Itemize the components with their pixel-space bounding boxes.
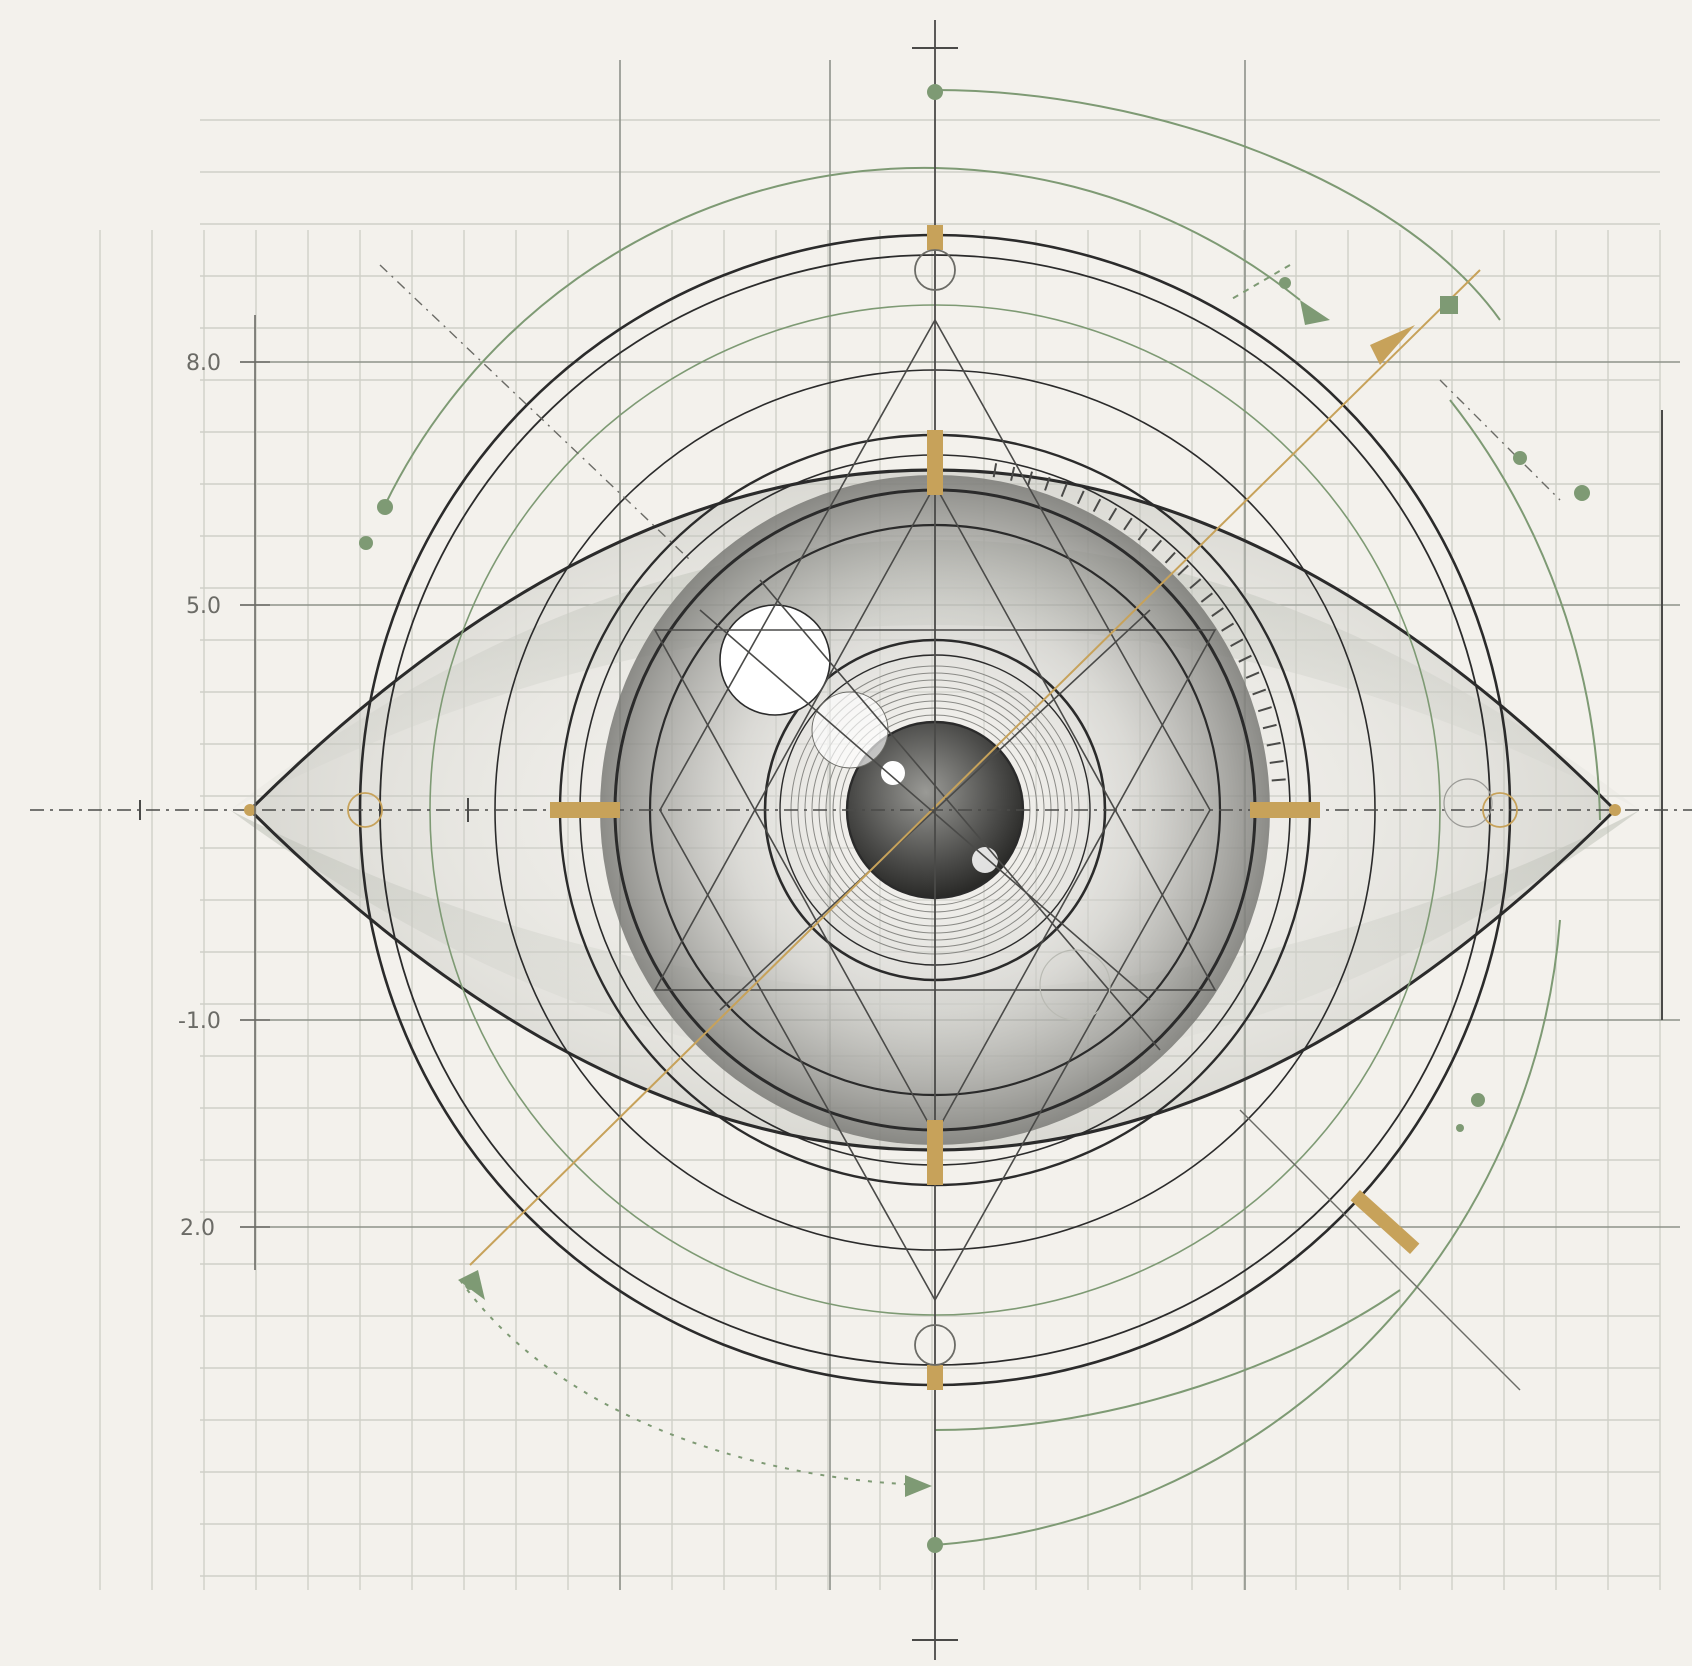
tick-mark (1010, 466, 1016, 481)
tick-mark (1092, 498, 1102, 513)
tick-mark (1027, 471, 1033, 486)
tick-mark (1200, 592, 1213, 603)
catchlight-small (881, 761, 905, 785)
tick-mark (1269, 760, 1284, 764)
axis-label-bottom: 2.0 (180, 1216, 215, 1241)
tick-mark (1230, 638, 1244, 648)
tick-mark (1221, 622, 1235, 632)
diagonal-guides (379, 264, 1561, 1391)
green-arrowhead-top (1300, 300, 1330, 325)
arrowhead-upper-right (1370, 325, 1415, 365)
catchlight-lower (972, 847, 998, 873)
tick-mark (1238, 654, 1252, 663)
crosshair-ticks (139, 47, 1663, 1641)
tick-mark (992, 463, 998, 478)
tick-mark (1271, 778, 1286, 782)
right-corner-node (1609, 804, 1621, 816)
green-nodes (359, 84, 1590, 1553)
tick-mark (1257, 706, 1272, 713)
tick-mark (1164, 551, 1176, 564)
tick-mark (1177, 564, 1189, 576)
tick-mark (1108, 507, 1118, 521)
tick-mark (1252, 688, 1267, 696)
small-construction-circles (347, 249, 1518, 1366)
tick-ring (992, 463, 1286, 782)
tick-mark (1137, 528, 1148, 541)
axis-label-top: 8.0 (186, 351, 221, 376)
tick-mark (1123, 517, 1133, 531)
y-axis-ruler (240, 315, 270, 1270)
tick-mark (1245, 671, 1260, 679)
axis-label-lower: -1.0 (178, 1009, 221, 1034)
tick-mark (1044, 476, 1051, 491)
green-orbit-arcs (384, 89, 1601, 1546)
tick-mark (1151, 539, 1163, 552)
tick-mark (1060, 483, 1068, 497)
green-arrowhead-bottom-left (458, 1270, 485, 1300)
green-arrowhead-bottom (905, 1475, 932, 1497)
catchlight-medium (811, 691, 889, 769)
ochre-markers (550, 225, 1320, 1390)
tick-mark (1262, 723, 1277, 730)
tick-mark (1266, 741, 1281, 747)
tick-mark (1076, 490, 1085, 505)
left-corner-node (244, 804, 256, 816)
tick-mark (1211, 607, 1224, 617)
tick-mark (1189, 578, 1202, 590)
axis-label-upper: 5.0 (186, 594, 221, 619)
catchlight-large (719, 604, 831, 716)
ochre-dash-lower-right (1350, 1190, 1420, 1254)
